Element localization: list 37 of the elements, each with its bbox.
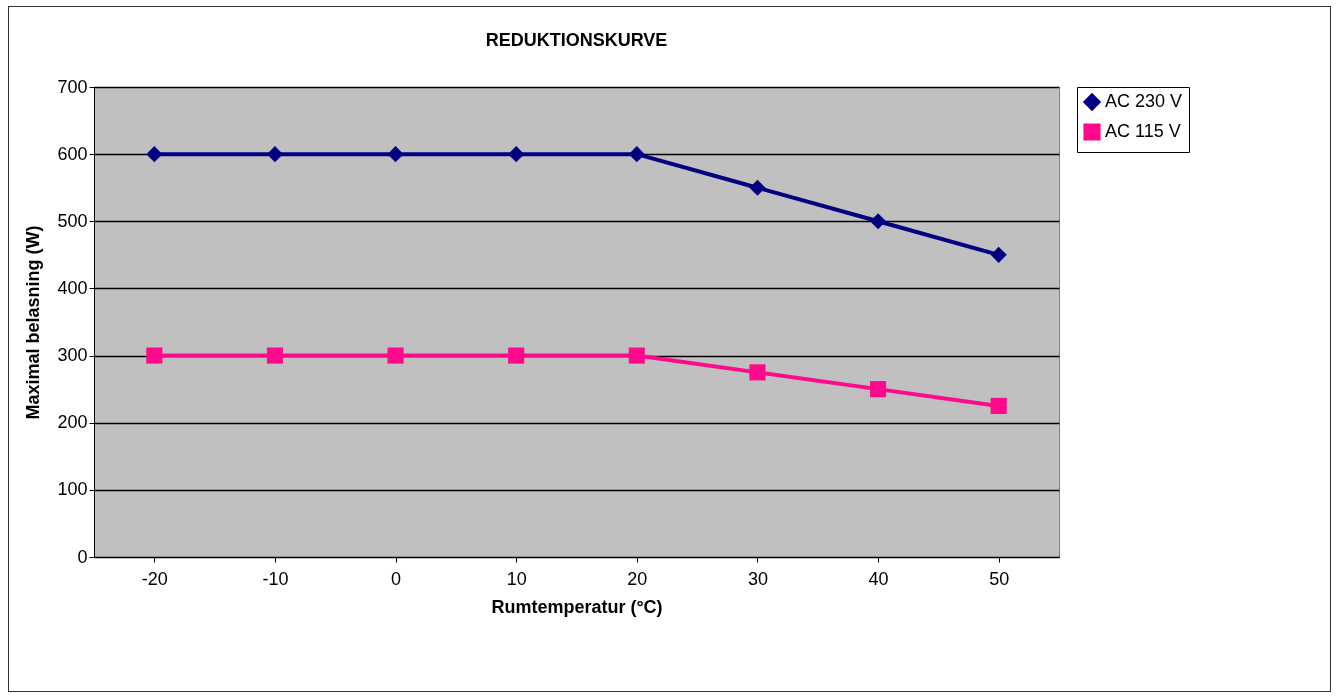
point — [266, 146, 283, 163]
y-tick-label: 600 — [57, 143, 88, 164]
point — [870, 381, 887, 398]
point — [146, 347, 163, 364]
y-tick-label: 700 — [57, 76, 88, 97]
point — [870, 213, 887, 230]
point — [387, 146, 404, 163]
x-tick-label: -10 — [262, 568, 289, 589]
y-tick-label: 300 — [57, 345, 88, 366]
point — [749, 179, 766, 196]
x-tick-label: 50 — [989, 568, 1010, 589]
point — [508, 146, 525, 163]
point — [749, 364, 766, 381]
point — [266, 347, 283, 364]
y-tick-label: 500 — [57, 210, 88, 231]
point — [628, 347, 645, 364]
y-tick-label: 0 — [77, 546, 88, 567]
y-tick-label: 100 — [57, 479, 88, 500]
point — [387, 347, 404, 364]
chart-title: REDUKTIONSKURVE — [485, 30, 668, 50]
y-tick-label: 200 — [57, 412, 88, 433]
x-tick-label: 10 — [506, 568, 527, 589]
legend-label: AC 230 V — [1105, 91, 1183, 111]
y-axis-title: Maximal belasning (W) — [23, 225, 44, 420]
legend-label: AC 115 V — [1105, 121, 1181, 141]
y-tick-label: 400 — [57, 277, 88, 298]
x-tick-label: 30 — [747, 568, 768, 589]
point — [628, 146, 645, 163]
point — [990, 246, 1007, 263]
x-tick-label: 20 — [627, 568, 648, 589]
x-axis-title: Rumtemperatur (°C) — [491, 596, 663, 617]
point — [508, 347, 525, 364]
x-tick-label: 40 — [868, 568, 889, 589]
x-tick-label: -20 — [141, 568, 168, 589]
point — [990, 397, 1007, 414]
x-tick-label: 0 — [391, 568, 402, 589]
point — [146, 146, 163, 163]
